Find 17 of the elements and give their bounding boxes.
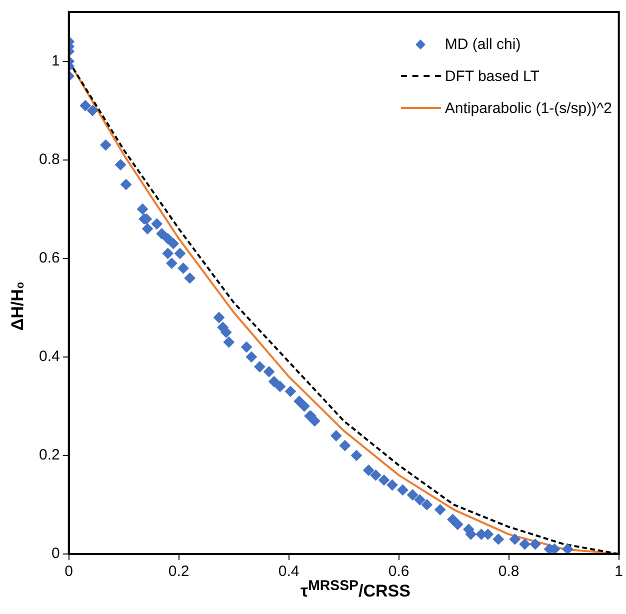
y-tick-label: 0.4 xyxy=(38,348,60,366)
y-tick-label: 0.2 xyxy=(38,446,60,464)
legend-label: MD (all chi) xyxy=(444,36,521,52)
y-tick-label: 1 xyxy=(52,52,60,70)
x-tick-label: 0 xyxy=(64,563,74,580)
x-tick-label: 0.8 xyxy=(498,563,520,580)
legend-label: Antiparabolic (1-(s/sp))^2 xyxy=(444,100,612,116)
x-tick-label: 0.6 xyxy=(388,563,410,580)
x-axis-title: τ$^{MRSSP}$/CRSS xyxy=(300,578,410,601)
x-tick-label: 0.2 xyxy=(168,563,190,580)
y-tick-label: 0.8 xyxy=(38,150,60,168)
y-axis-title: ΔH/H₀ xyxy=(8,281,28,331)
y-tick-label: 0 xyxy=(52,545,60,562)
legend-label: DFT based LT xyxy=(444,68,540,84)
x-tick-label: 1 xyxy=(614,563,623,580)
y-tick-label: 0.6 xyxy=(38,250,60,267)
x-tick-label: 0.4 xyxy=(278,563,300,580)
